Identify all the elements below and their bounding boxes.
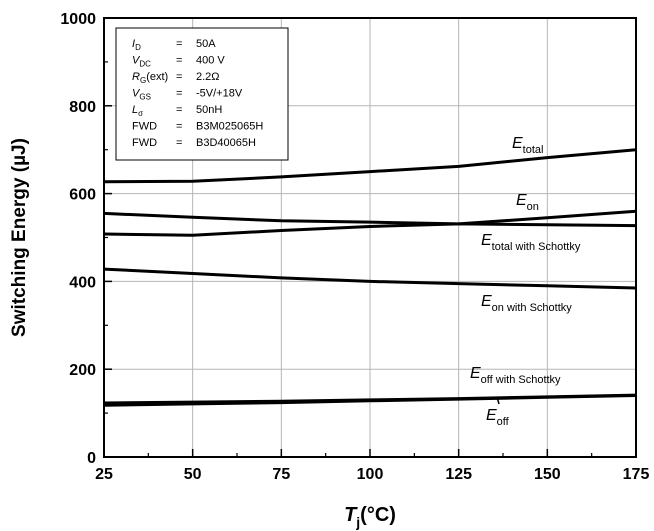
x-axis-title: Tj(°C) — [344, 504, 396, 530]
x-axis-title-rest: (°C) — [360, 504, 396, 526]
legend-value: 2.2Ω — [196, 71, 220, 83]
series-label-sub: total — [523, 144, 544, 156]
legend-symbol-sub: GS — [139, 93, 151, 102]
series-label-2: Etotal with Schottky — [481, 232, 581, 253]
legend-value: B3M025065H — [196, 121, 263, 133]
legend-row: VDC = 400 V — [132, 55, 225, 69]
legend-value: 400 V — [196, 55, 225, 67]
series-layer — [103, 148, 637, 407]
x-tick-label: 50 — [184, 466, 202, 483]
legend-equals: = — [176, 137, 182, 149]
y-tick-label: 800 — [69, 99, 96, 116]
legend-symbol-suffix: (ext) — [146, 71, 168, 83]
y-axis-title: Switching Energy (µJ) — [9, 138, 30, 337]
series-label-sub: on — [527, 201, 539, 213]
series-label-1: Eon — [516, 192, 539, 213]
legend-row: FWD = B3D40065H — [132, 137, 256, 149]
legend-symbol: VDC — [132, 55, 151, 69]
series-line-0 — [103, 148, 637, 184]
x-tick-label: 75 — [272, 466, 290, 483]
legend-symbol-main: V — [132, 55, 141, 67]
legend-row: VGS = -5V/+18V — [132, 88, 243, 102]
series-label-0: Etotal — [512, 135, 543, 156]
x-tick-label: 175 — [623, 466, 650, 483]
legend-symbol-sub: D — [135, 43, 141, 52]
series-line-2 — [103, 211, 637, 228]
x-tick-label: 150 — [534, 466, 561, 483]
legend-equals: = — [176, 71, 182, 83]
legend-symbol: ID — [132, 38, 141, 52]
series-label-main: E — [486, 407, 497, 424]
legend-symbol-main: R — [132, 71, 140, 83]
legend-symbol: FWD — [132, 137, 157, 149]
x-axis-title-sub: j — [355, 514, 360, 530]
legend-value: 50nH — [196, 104, 222, 116]
y-tick-label: 200 — [69, 362, 96, 379]
legend-symbol-main: FWD — [132, 137, 157, 149]
y-tick-label: 1000 — [60, 11, 96, 28]
y-tick-label: 0 — [87, 450, 96, 467]
legend-equals: = — [176, 104, 182, 116]
y-tick-label: 600 — [69, 187, 96, 204]
series-label-sub: on with Schottky — [492, 302, 573, 314]
legend-equals: = — [176, 55, 182, 67]
x-tick-label: 125 — [445, 466, 472, 483]
series-label-main: E — [481, 293, 492, 310]
series-label-4: Eoff with Schottky — [470, 365, 561, 386]
ticks: 25 50 75 100 125 150 175 0 200 400 600 800 1000 — [60, 11, 649, 483]
series-label-sub: off — [497, 416, 510, 428]
series-line-1 — [103, 209, 637, 237]
legend-box — [115, 27, 289, 161]
legend-value: 50A — [196, 38, 216, 50]
series-line-5 — [103, 394, 637, 407]
legend-value: -5V/+18V — [196, 88, 243, 100]
series-label-5: Eoff — [486, 407, 510, 428]
legend-symbol: Lσ — [132, 104, 143, 118]
legend-equals: = — [176, 38, 182, 50]
legend-symbol-main: FWD — [132, 121, 157, 133]
legend-symbol-sub: σ — [138, 109, 143, 118]
series-label-sub: total with Schottky — [492, 241, 581, 253]
legend-symbol-main: L — [132, 104, 138, 116]
series-label-main: E — [481, 232, 492, 249]
legend-equals: = — [176, 88, 182, 100]
legend-symbol-sub: G — [140, 76, 146, 85]
legend-row: FWD = B3M025065H — [132, 121, 263, 133]
axis-titles: Tj(°C) Switching Energy (µJ) — [9, 138, 396, 530]
series-label-3: Eon with Schottky — [481, 293, 572, 314]
x-tick-label: 100 — [357, 466, 384, 483]
legend-equals: = — [176, 121, 182, 133]
legend-symbol-main: V — [132, 88, 141, 100]
x-tick-label: 25 — [95, 466, 113, 483]
legend-symbol-sub: DC — [139, 60, 151, 69]
legend-symbol: VGS — [132, 88, 151, 102]
series-line-3 — [103, 267, 637, 290]
legend-row: RG(ext) = 2.2Ω — [132, 71, 220, 85]
legend-symbol: RG(ext) — [132, 71, 168, 85]
y-tick-label: 400 — [69, 274, 96, 291]
series-label-main: E — [470, 365, 481, 382]
legend-symbol: FWD — [132, 121, 157, 133]
legend-value: B3D40065H — [196, 137, 256, 149]
legend-symbol-main: I — [132, 38, 135, 50]
legend-row: ID = 50A — [132, 38, 216, 52]
series-label-sub: off with Schottky — [481, 374, 561, 386]
legend-row: Lσ = 50nH — [132, 104, 222, 118]
x-axis-title-main: T — [344, 504, 358, 526]
series-label-main: E — [512, 135, 523, 152]
series-label-main: E — [516, 192, 527, 209]
label-pointer-mark — [496, 396, 500, 405]
